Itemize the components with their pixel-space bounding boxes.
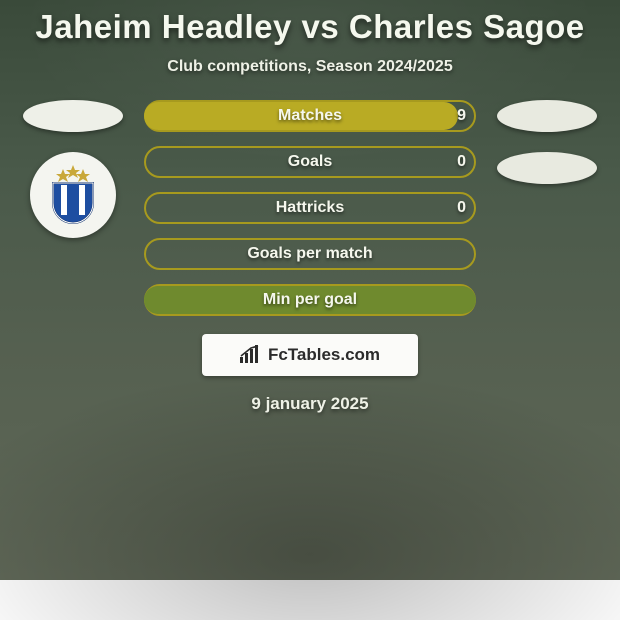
page-title: Jaheim Headley vs Charles Sagoe	[35, 8, 584, 46]
stat-bar: Min per goal	[144, 284, 476, 316]
stat-bar: Hattricks 0	[144, 192, 476, 224]
subtitle: Club competitions, Season 2024/2025	[167, 58, 452, 76]
bar-label: Hattricks	[276, 199, 344, 217]
right-player-chip-2	[497, 152, 597, 184]
right-player-column	[492, 100, 602, 290]
bar-label: Matches	[278, 107, 342, 125]
stat-bar: Goals 0	[144, 146, 476, 178]
left-player-chip	[23, 100, 123, 132]
bar-chart-icon	[240, 345, 262, 365]
bar-label: Goals per match	[247, 245, 372, 263]
right-player-chip-1	[497, 100, 597, 132]
bar-label: Min per goal	[263, 291, 357, 309]
club-crest-icon	[41, 163, 105, 227]
bar-label: Goals	[288, 153, 332, 171]
stat-bars: Matches 9 Goals 0 Hattricks 0 Goals per match M…	[144, 100, 476, 316]
comparison-card: Jaheim Headley vs Charles Sagoe Club com…	[0, 0, 620, 580]
left-club-badge	[30, 152, 116, 238]
bar-value-right: 9	[457, 107, 466, 125]
left-player-column	[18, 100, 128, 238]
main-row: Matches 9 Goals 0 Hattricks 0 Goals per match M…	[0, 100, 620, 316]
stat-bar: Goals per match	[144, 238, 476, 270]
bar-value-right: 0	[457, 153, 466, 171]
attribution-text: FcTables.com	[268, 345, 380, 365]
stat-bar: Matches 9	[144, 100, 476, 132]
attribution-badge: FcTables.com	[202, 334, 418, 376]
date-text: 9 january 2025	[251, 394, 368, 414]
bar-value-right: 0	[457, 199, 466, 217]
